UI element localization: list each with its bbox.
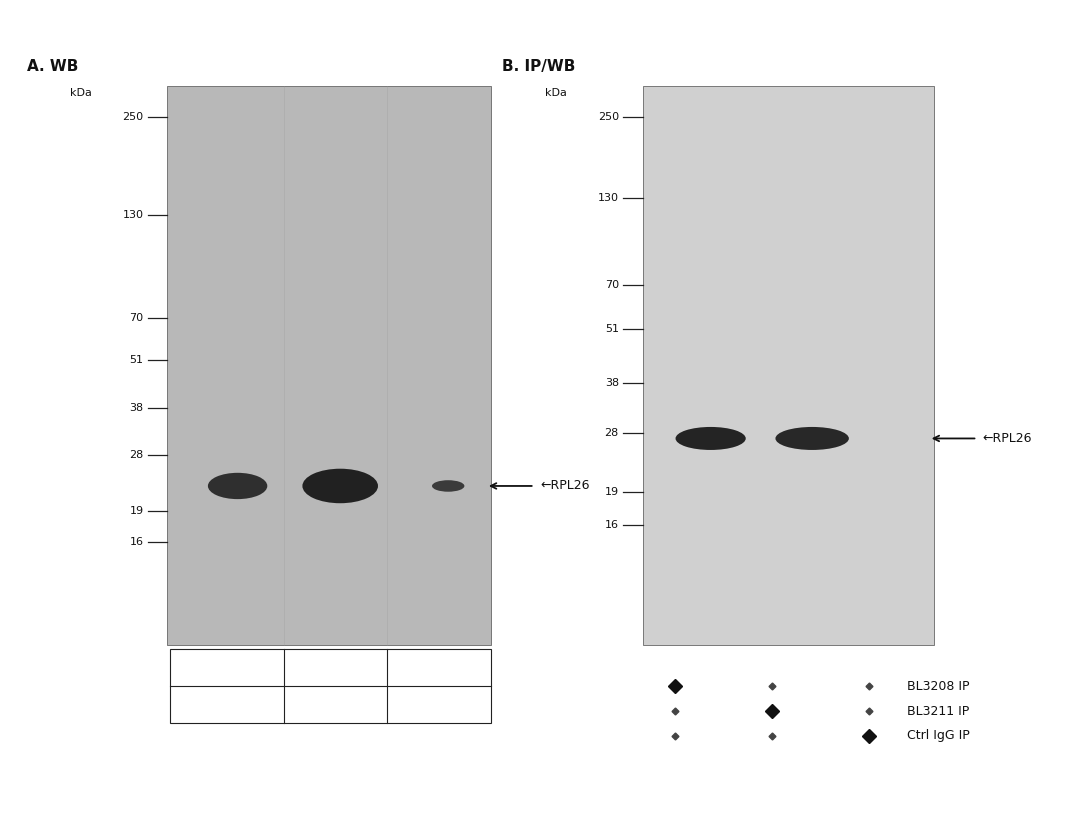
Text: A. WB: A. WB bbox=[27, 59, 79, 74]
Text: 19: 19 bbox=[605, 487, 619, 496]
Text: ←RPL26: ←RPL26 bbox=[540, 479, 590, 492]
Text: 50: 50 bbox=[326, 663, 339, 673]
Text: T: T bbox=[329, 700, 336, 710]
Ellipse shape bbox=[676, 427, 745, 450]
Ellipse shape bbox=[207, 473, 268, 499]
Bar bbox=[167, 86, 491, 645]
Text: 19: 19 bbox=[130, 506, 144, 516]
Ellipse shape bbox=[432, 480, 464, 492]
Text: 70: 70 bbox=[605, 279, 619, 289]
Text: 51: 51 bbox=[130, 355, 144, 365]
Text: ←RPL26: ←RPL26 bbox=[983, 432, 1032, 445]
Text: 16: 16 bbox=[605, 520, 619, 530]
Text: B. IP/WB: B. IP/WB bbox=[502, 59, 576, 74]
Bar bbox=[643, 86, 934, 645]
Text: BL3208 IP: BL3208 IP bbox=[907, 680, 970, 693]
Text: 50: 50 bbox=[229, 663, 242, 673]
Text: 250: 250 bbox=[597, 112, 619, 122]
Text: kDa: kDa bbox=[70, 88, 92, 98]
Text: 130: 130 bbox=[123, 210, 144, 219]
Text: 250: 250 bbox=[122, 112, 144, 122]
Text: 130: 130 bbox=[598, 193, 619, 203]
Text: M: M bbox=[436, 700, 445, 710]
Text: 28: 28 bbox=[605, 428, 619, 438]
Text: BL3211 IP: BL3211 IP bbox=[907, 704, 970, 718]
Bar bbox=[170, 649, 491, 723]
Text: H: H bbox=[231, 700, 240, 710]
Ellipse shape bbox=[302, 469, 378, 503]
Text: 50: 50 bbox=[434, 663, 447, 673]
Text: 38: 38 bbox=[605, 377, 619, 387]
Text: 16: 16 bbox=[130, 537, 144, 547]
Text: 28: 28 bbox=[130, 450, 144, 460]
Text: 70: 70 bbox=[130, 313, 144, 323]
Text: 51: 51 bbox=[605, 325, 619, 335]
Ellipse shape bbox=[775, 427, 849, 450]
Text: 38: 38 bbox=[130, 403, 144, 413]
Text: Ctrl IgG IP: Ctrl IgG IP bbox=[907, 729, 970, 742]
Text: kDa: kDa bbox=[545, 88, 567, 98]
